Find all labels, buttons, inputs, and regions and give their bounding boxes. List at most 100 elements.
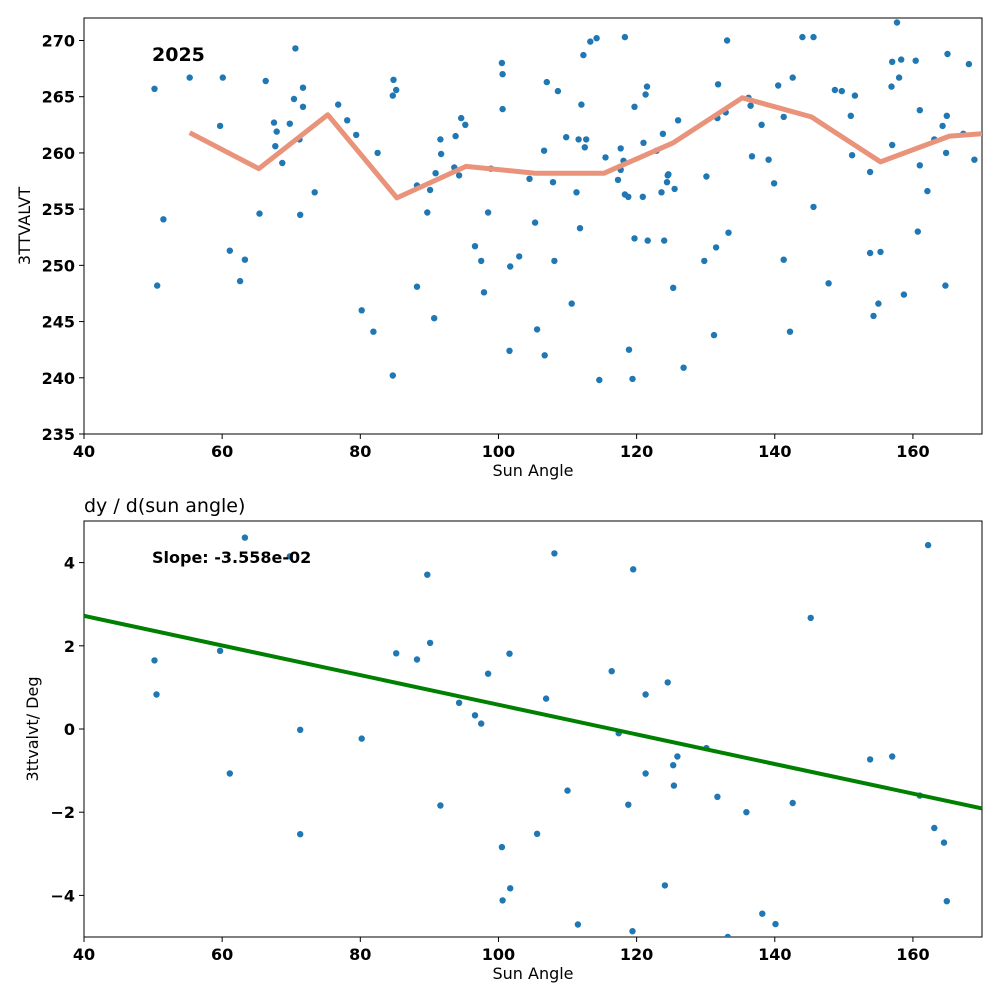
data-point	[940, 839, 948, 846]
data-point	[393, 650, 400, 657]
x-tick-label: 120	[620, 442, 653, 461]
data-point	[644, 237, 651, 244]
data-point	[353, 131, 360, 139]
data-point	[564, 787, 571, 794]
data-point	[866, 249, 874, 257]
data-point	[413, 656, 421, 663]
data-point	[554, 87, 562, 95]
data-point	[498, 843, 506, 851]
data-point	[241, 256, 249, 263]
data-point	[665, 171, 672, 178]
data-point	[370, 328, 377, 335]
x-tick-label: 100	[482, 442, 515, 461]
data-point	[674, 753, 681, 760]
bottom-chart-title: dy / d(sun angle)	[84, 495, 245, 517]
data-point	[499, 71, 506, 78]
data-point	[526, 175, 533, 182]
data-point	[160, 216, 167, 223]
data-point	[889, 141, 896, 149]
data-point	[344, 117, 351, 124]
y-tick-label: 250	[42, 256, 75, 275]
data-point	[714, 793, 721, 800]
data-point	[424, 209, 431, 216]
top-plot-frame	[83, 17, 983, 435]
data-point	[900, 291, 908, 298]
data-point	[431, 315, 438, 322]
data-point	[551, 257, 558, 265]
x-tick-label: 60	[211, 945, 233, 964]
data-point	[154, 282, 161, 289]
data-point	[551, 550, 558, 557]
data-point	[478, 720, 485, 727]
data-point	[775, 82, 782, 89]
x-tick-label: 60	[211, 442, 233, 461]
data-point	[186, 74, 193, 81]
data-point	[942, 149, 950, 157]
data-point	[563, 134, 570, 141]
data-point	[452, 132, 459, 140]
data-point	[643, 83, 651, 90]
top-x-axis-label: Sun Angle	[492, 461, 573, 480]
data-point	[533, 326, 541, 333]
top-ticks: 40 60 80 100 120 140 160 235 240 245 250 255 260 265 2…	[42, 31, 930, 461]
data-point	[413, 283, 421, 290]
data-point	[216, 647, 224, 654]
data-point	[670, 762, 677, 769]
bottom-marks	[84, 534, 982, 937]
data-point	[748, 153, 756, 160]
data-point	[272, 143, 279, 150]
data-point	[478, 257, 485, 265]
data-point	[617, 145, 624, 152]
y-tick-label: −4	[50, 886, 75, 905]
data-point	[786, 328, 794, 335]
data-point	[297, 211, 304, 218]
data-point	[236, 277, 244, 285]
data-point	[437, 136, 444, 143]
data-point	[499, 105, 506, 113]
data-point	[583, 136, 590, 143]
data-point	[701, 257, 708, 265]
data-point	[712, 244, 720, 251]
data-point	[889, 753, 896, 760]
data-point	[889, 58, 896, 65]
data-point	[670, 284, 677, 291]
data-point	[658, 189, 665, 196]
x-tick-label: 80	[349, 442, 371, 461]
data-point	[455, 172, 463, 179]
data-point	[851, 92, 859, 99]
data-point	[916, 162, 923, 169]
y-tick-label: 265	[42, 88, 75, 107]
data-point	[810, 33, 817, 41]
data-point	[807, 614, 814, 622]
data-point	[432, 170, 439, 177]
data-point	[270, 119, 278, 126]
data-point	[602, 154, 609, 161]
data-point	[273, 128, 280, 135]
data-point	[743, 809, 750, 816]
bottom-plot-frame	[83, 520, 983, 938]
data-point	[297, 726, 304, 733]
data-point	[241, 534, 249, 541]
top-y-axis-label: 3TTVALVT	[15, 187, 34, 265]
data-point	[608, 668, 615, 675]
x-tick-label: 40	[73, 945, 95, 964]
data-point	[724, 933, 731, 937]
data-point	[484, 209, 492, 216]
data-point	[575, 136, 582, 143]
data-point	[847, 112, 854, 120]
data-point	[758, 121, 765, 128]
data-point	[471, 712, 479, 719]
data-point	[625, 346, 633, 353]
data-point	[765, 156, 772, 163]
data-point	[389, 92, 396, 99]
data-point	[462, 121, 469, 128]
data-point	[578, 101, 585, 108]
data-point	[942, 282, 949, 289]
data-point	[825, 280, 832, 287]
data-point	[772, 920, 779, 928]
data-point	[297, 831, 304, 838]
data-point	[568, 300, 575, 307]
data-point	[723, 37, 731, 44]
data-point	[663, 179, 671, 186]
